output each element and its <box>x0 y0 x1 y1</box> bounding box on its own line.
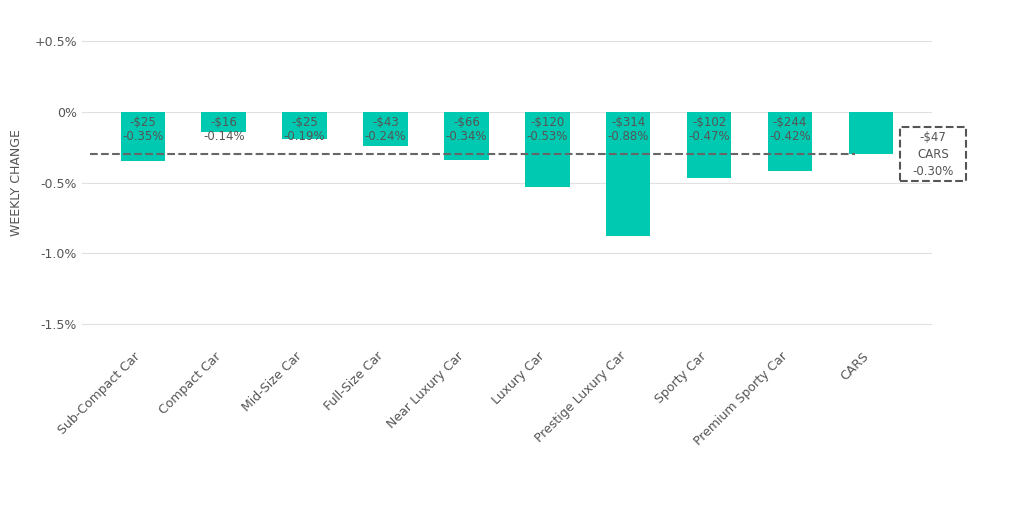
Bar <box>121 112 165 161</box>
Text: -0.42%: -0.42% <box>769 130 811 143</box>
Text: -0.24%: -0.24% <box>365 130 407 143</box>
Bar <box>606 112 650 236</box>
Text: -$66: -$66 <box>453 116 480 129</box>
Bar <box>444 112 488 160</box>
Text: -$102: -$102 <box>692 116 726 129</box>
Bar <box>849 112 893 154</box>
Text: CARS: CARS <box>916 148 948 161</box>
Text: -$43: -$43 <box>372 116 399 129</box>
Bar <box>283 112 327 139</box>
Text: -0.34%: -0.34% <box>445 130 487 143</box>
Bar <box>687 112 731 178</box>
Text: -0.30%: -0.30% <box>912 165 953 177</box>
Text: -0.88%: -0.88% <box>607 130 649 143</box>
Bar <box>525 112 569 187</box>
Text: -$47: -$47 <box>920 131 946 144</box>
Text: -$120: -$120 <box>530 116 564 129</box>
Text: -$244: -$244 <box>773 116 807 129</box>
Text: -$25: -$25 <box>291 116 318 129</box>
Bar <box>768 112 812 171</box>
Text: -0.14%: -0.14% <box>203 130 245 143</box>
Text: -0.53%: -0.53% <box>526 130 568 143</box>
Text: -0.19%: -0.19% <box>284 130 326 143</box>
Y-axis label: WEEKLY CHANGE: WEEKLY CHANGE <box>10 129 24 236</box>
Text: -0.35%: -0.35% <box>122 130 164 143</box>
Bar <box>202 112 246 132</box>
Text: -0.47%: -0.47% <box>688 130 730 143</box>
Text: -$314: -$314 <box>611 116 645 129</box>
FancyBboxPatch shape <box>900 127 966 181</box>
Text: -$16: -$16 <box>210 116 238 129</box>
Text: -$25: -$25 <box>129 116 157 129</box>
Bar <box>364 112 408 146</box>
